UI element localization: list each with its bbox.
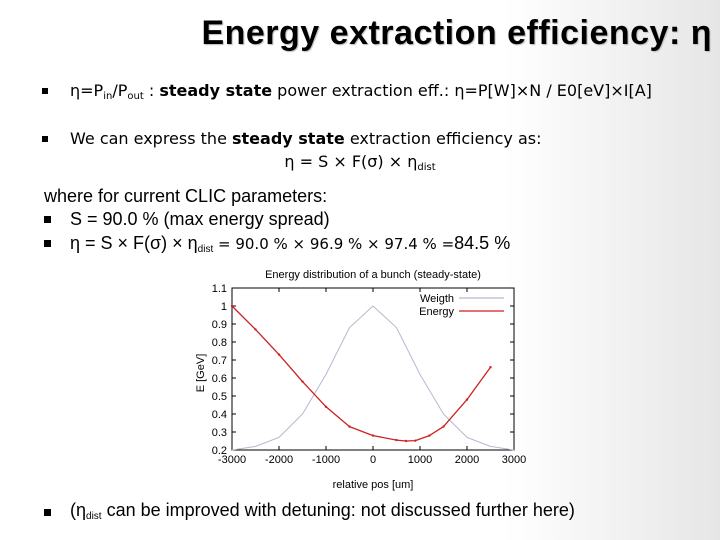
y-tick-label: 0.4 — [212, 409, 227, 421]
bullet-efficiency-value: η = S × F(σ) × ηdist = 90.0 % × 96.9 % ×… — [70, 233, 510, 255]
x-tick-label: 2000 — [455, 454, 479, 466]
bullet-marker — [44, 240, 51, 247]
sub-out: out — [127, 91, 144, 102]
bullet-marker — [44, 216, 51, 223]
steady-state-bold: steady state — [232, 129, 345, 148]
y-tick-label: 0.6 — [212, 373, 227, 385]
x-tick-label: -2000 — [265, 454, 293, 466]
series-point — [489, 366, 492, 369]
y-tick-label: 0.5 — [212, 391, 227, 403]
equation-sub: dist — [417, 162, 436, 173]
bullet-spread: S = 90.0 % (max energy spread) — [70, 209, 330, 229]
eff-main: η = S × F(σ) × η — [70, 233, 198, 253]
chart-title: Energy distribution of a bunch (steady-s… — [265, 269, 481, 281]
y-tick-label: 1 — [221, 301, 227, 313]
y-tick-label: 0.7 — [212, 355, 227, 367]
y-axis-label: E [GeV] — [195, 354, 207, 393]
steady-state-bold: steady state — [159, 81, 273, 100]
pout-text: /P — [112, 81, 128, 100]
bullet-power-efficiency: η=Pin/Pout : steady state power extracti… — [70, 81, 652, 102]
y-tick-label: 0.3 — [212, 427, 227, 439]
eta-pin-text: η=P — [70, 81, 104, 100]
series-point — [277, 353, 281, 356]
express-post: extraction efficiency as: — [344, 129, 542, 148]
bullet-marker — [42, 136, 48, 142]
express-pre: We can express the — [70, 129, 232, 148]
series-point — [230, 304, 234, 308]
series-point — [301, 380, 304, 383]
efficiency-equation: η = S × F(σ) × ηdist — [0, 152, 720, 173]
y-tick-label: 0.8 — [212, 337, 227, 349]
slide-title: Energy extraction efficiency: η — [201, 14, 712, 52]
series-point — [324, 405, 328, 408]
series-line-0 — [231, 305, 515, 451]
legend-label: Weigth — [420, 293, 454, 305]
x-tick-label: 0 — [370, 454, 376, 466]
x-tick-label: 1000 — [408, 454, 432, 466]
series-point — [254, 328, 257, 331]
chart-curves — [230, 304, 515, 451]
series-point — [395, 438, 398, 442]
equation-main: η = S × F(σ) × η — [284, 152, 418, 171]
bullet-express-efficiency: We can express the steady state extracti… — [70, 129, 541, 148]
y-tick-label: 0.9 — [212, 319, 227, 331]
power-eff-formula: power extraction eff.: η=P[W]×N / E0[eV]… — [272, 81, 652, 100]
eff-result: 84.5 % — [454, 233, 511, 253]
detuning-sub: dist — [86, 511, 102, 522]
separator: : — [143, 81, 160, 100]
series-point — [404, 439, 408, 443]
x-axis-label: relative pos [um] — [333, 479, 414, 491]
detuning-pre: (η — [70, 500, 87, 520]
series-point — [465, 398, 469, 401]
series-point — [348, 425, 351, 428]
y-tick-label: 0.2 — [212, 445, 227, 457]
eff-sub: dist — [197, 244, 214, 255]
plot-frame — [231, 287, 515, 451]
bullet-detuning-note: (ηdist can be improved with detuning: no… — [70, 500, 575, 522]
sub-in: in — [103, 91, 113, 102]
energy-distribution-chart: Energy distribution of a bunch (steady-s… — [195, 269, 527, 491]
series-line-1 — [231, 305, 492, 442]
detuning-post: can be improved with detuning: not discu… — [101, 500, 575, 520]
series-point — [414, 439, 417, 442]
legend-label: Energy — [419, 306, 454, 318]
x-tick-label: -1000 — [312, 454, 340, 466]
bullet-marker — [44, 509, 51, 516]
eff-product: = 90.0 % × 96.9 % × 97.4 % = — [213, 235, 455, 253]
x-tick-label: -3000 — [218, 454, 246, 466]
series-point — [371, 434, 375, 437]
axis-ticks: -3000 -2000 -1000 0 1000 2000 3000 0.2 0.3 0.4 0.5… — [212, 283, 527, 466]
y-tick-label: 1.1 — [212, 283, 227, 295]
where-text: where for current CLIC parameters: — [44, 186, 328, 206]
bullet-marker — [42, 88, 48, 94]
series-point — [428, 434, 431, 437]
series-point — [442, 425, 445, 428]
x-tick-label: 3000 — [502, 454, 526, 466]
